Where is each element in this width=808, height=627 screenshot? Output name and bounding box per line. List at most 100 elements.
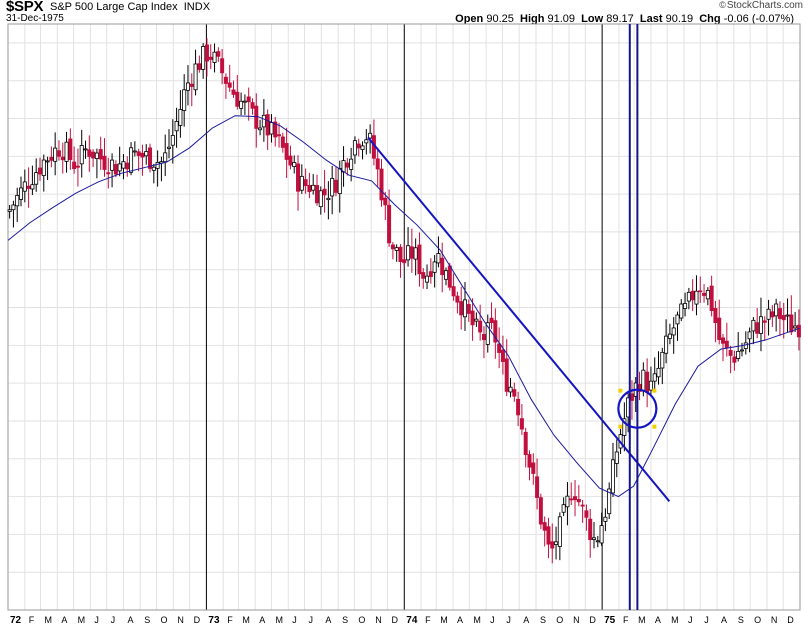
candle bbox=[390, 242, 395, 260]
candle-body bbox=[144, 151, 149, 157]
candle-body bbox=[398, 246, 403, 262]
x-tick-label: O bbox=[556, 615, 563, 625]
candle-body bbox=[739, 349, 744, 352]
candle-body bbox=[299, 175, 304, 191]
candle-body bbox=[406, 245, 411, 261]
candle bbox=[417, 232, 422, 287]
chart-date: 31-Dec-1975 bbox=[6, 13, 64, 24]
candle bbox=[406, 227, 411, 267]
x-tick-label: F bbox=[623, 615, 629, 625]
candle bbox=[125, 156, 130, 177]
x-tick-label: M bbox=[473, 615, 481, 625]
candle bbox=[425, 264, 430, 290]
candle-body bbox=[652, 373, 657, 382]
candle bbox=[432, 255, 437, 288]
x-tick-label: 75 bbox=[604, 615, 616, 626]
candle-body bbox=[535, 476, 540, 498]
candle-body bbox=[751, 319, 756, 332]
x-tick-label: N bbox=[573, 615, 580, 625]
candle bbox=[79, 129, 84, 178]
candle bbox=[144, 144, 149, 165]
candle bbox=[607, 482, 612, 519]
candle-body bbox=[341, 160, 346, 173]
candle-body bbox=[550, 541, 555, 549]
candle bbox=[60, 142, 65, 174]
candle-body bbox=[231, 89, 236, 95]
candle-body bbox=[349, 158, 354, 170]
candle-body bbox=[360, 145, 365, 150]
candle bbox=[91, 149, 96, 167]
candle bbox=[573, 480, 578, 517]
candle-body bbox=[30, 184, 35, 190]
candle bbox=[227, 64, 232, 92]
candle bbox=[717, 299, 722, 345]
candle-body bbox=[41, 159, 46, 177]
candle-body bbox=[242, 100, 247, 103]
candle-body bbox=[425, 275, 430, 283]
candle-body bbox=[49, 156, 54, 161]
candle-body bbox=[352, 140, 357, 156]
candle-body bbox=[705, 290, 710, 300]
candle bbox=[455, 291, 460, 314]
candle-body bbox=[781, 315, 786, 321]
candle bbox=[129, 142, 134, 176]
candle-body bbox=[603, 516, 608, 522]
candle-body bbox=[683, 303, 688, 309]
candle bbox=[569, 482, 574, 505]
candle bbox=[140, 144, 145, 176]
candle bbox=[774, 298, 779, 332]
x-tick-label: D bbox=[391, 615, 398, 625]
candle-body bbox=[462, 299, 467, 318]
candle-body bbox=[60, 156, 65, 161]
candle-body bbox=[72, 161, 77, 170]
candle bbox=[314, 174, 319, 206]
candle-body bbox=[671, 327, 676, 336]
x-tick-label: A bbox=[259, 615, 265, 625]
candle bbox=[470, 298, 475, 341]
candle-body bbox=[777, 308, 782, 319]
x-tick-label: J bbox=[688, 615, 693, 625]
candle bbox=[280, 132, 285, 153]
candle bbox=[94, 148, 99, 179]
candle-body bbox=[269, 122, 274, 135]
candle-body bbox=[667, 333, 672, 339]
candle-body bbox=[569, 498, 574, 501]
candle bbox=[265, 109, 270, 150]
candle bbox=[592, 521, 597, 549]
x-tick-label: J bbox=[309, 615, 314, 625]
candle-body bbox=[254, 105, 259, 129]
candle-body bbox=[87, 149, 92, 157]
candle bbox=[148, 143, 153, 173]
candle bbox=[197, 55, 202, 73]
candle bbox=[758, 297, 763, 352]
candle-body bbox=[717, 317, 722, 340]
candle-body bbox=[11, 204, 16, 211]
x-tick-label: J bbox=[94, 615, 99, 625]
candle bbox=[743, 331, 748, 355]
candle-body bbox=[645, 371, 650, 393]
candle bbox=[645, 358, 650, 408]
candle bbox=[49, 146, 54, 168]
x-tick-label: S bbox=[144, 615, 150, 625]
x-tick-label: D bbox=[194, 615, 201, 625]
candle-body bbox=[793, 325, 798, 329]
candle bbox=[459, 286, 464, 330]
candle bbox=[189, 73, 194, 107]
candle-body bbox=[622, 418, 627, 436]
x-tick-label: F bbox=[29, 615, 35, 625]
candle-body bbox=[292, 162, 297, 167]
candle bbox=[75, 148, 80, 187]
candle bbox=[493, 308, 498, 359]
candle bbox=[561, 497, 566, 517]
candle bbox=[683, 292, 688, 317]
candle bbox=[98, 136, 103, 170]
candle-body bbox=[273, 121, 278, 138]
candle-body bbox=[26, 185, 31, 189]
candle-body bbox=[178, 109, 183, 126]
candle bbox=[254, 93, 259, 148]
candle-body bbox=[368, 132, 373, 139]
candle-body bbox=[538, 497, 543, 525]
candle-body bbox=[417, 244, 422, 275]
